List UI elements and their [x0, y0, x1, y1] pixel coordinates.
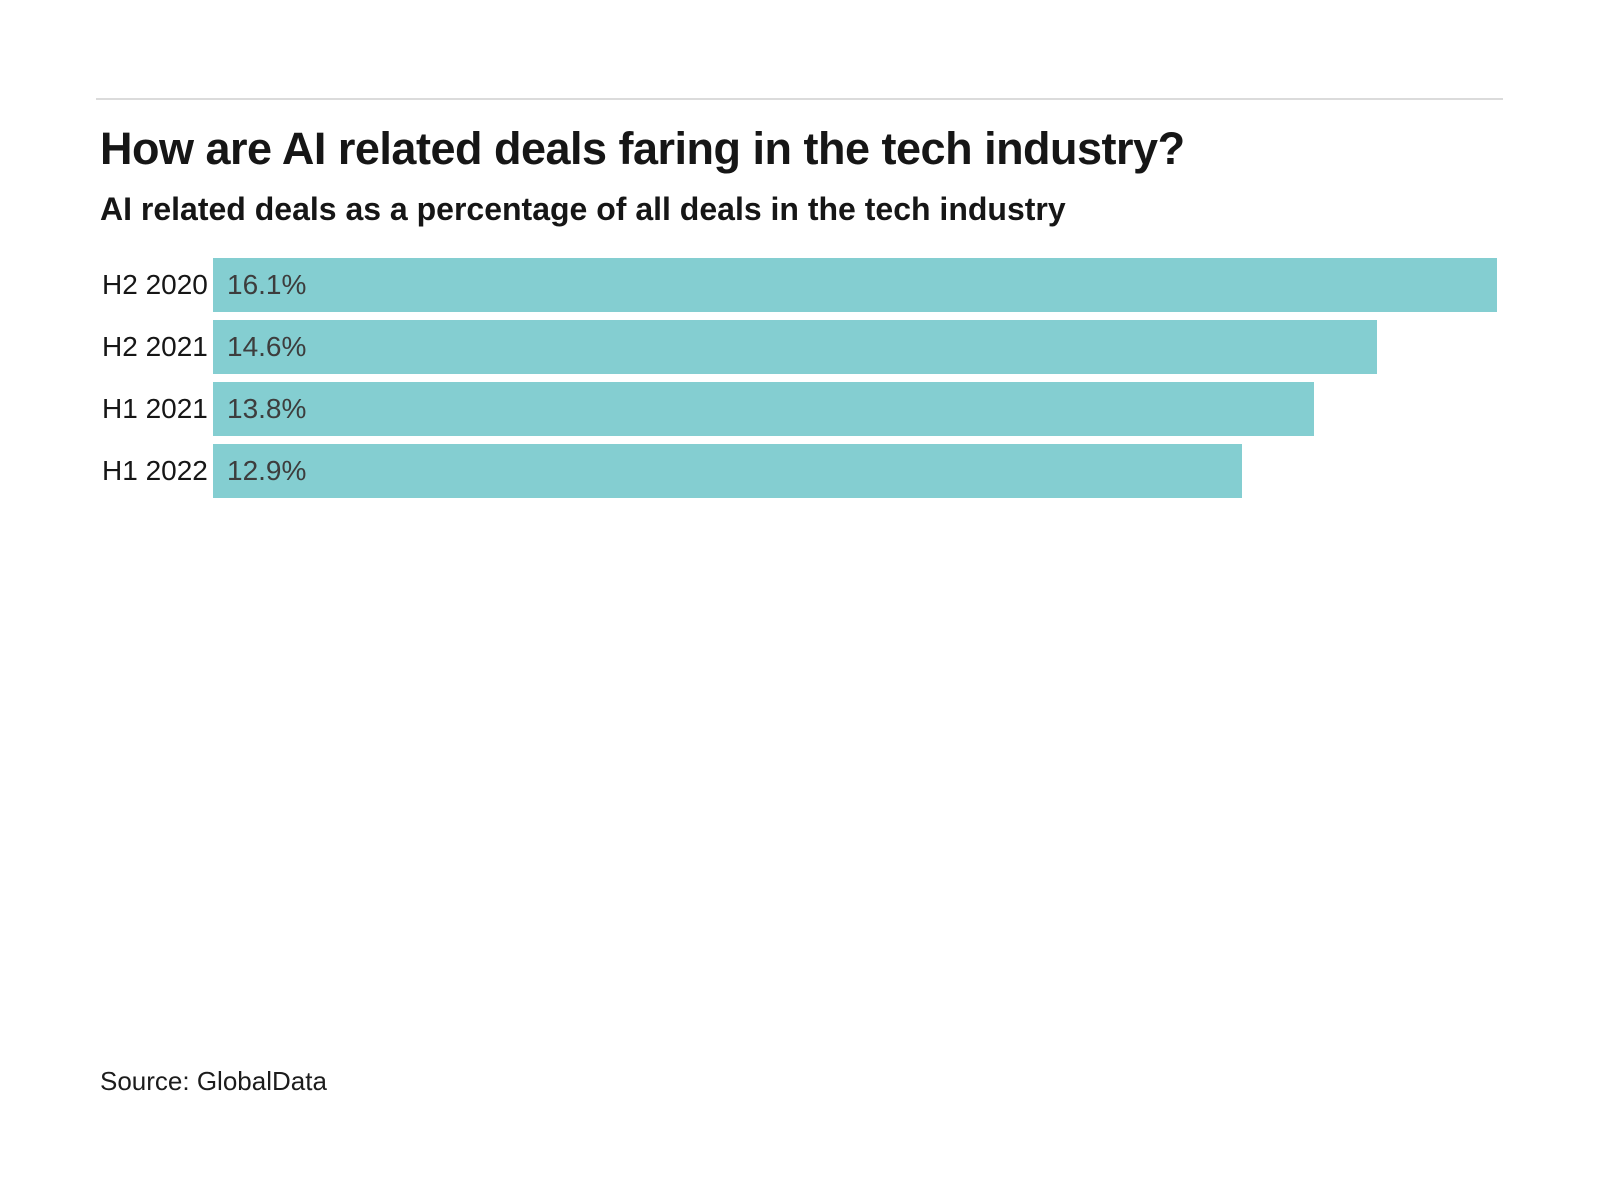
category-label: H1 2022 [102, 455, 208, 486]
bar: 16.1% [213, 258, 1497, 312]
bar-row: H2 2020 16.1% [100, 258, 1497, 312]
category-label: H2 2020 [102, 269, 208, 300]
chart-subtitle: AI related deals as a percentage of all … [100, 191, 1066, 227]
value-label: 12.9% [227, 455, 307, 486]
bar-track: 14.6% [213, 320, 1497, 374]
bar-row: H1 2022 12.9% [100, 444, 1497, 498]
chart-title: How are AI related deals faring in the t… [100, 123, 1185, 174]
bar-track: 16.1% [213, 258, 1497, 312]
bar-row: H2 2021 14.6% [100, 320, 1497, 374]
bar: 14.6% [213, 320, 1378, 374]
bar-chart: H2 2020 16.1% H2 2021 14.6% H1 2021 13.8% H1 2… [100, 258, 1497, 506]
bar-row: H1 2021 13.8% [100, 382, 1497, 436]
bar: 13.8% [213, 382, 1314, 436]
value-label: 16.1% [227, 269, 307, 300]
bar-track: 12.9% [213, 444, 1497, 498]
category-label: H2 2021 [102, 331, 208, 362]
bar: 12.9% [213, 444, 1242, 498]
source-note: Source: GlobalData [100, 1066, 327, 1096]
value-label: 14.6% [227, 331, 307, 362]
value-label: 13.8% [227, 393, 307, 424]
bar-track: 13.8% [213, 382, 1497, 436]
top-divider [96, 98, 1503, 100]
category-label: H1 2021 [102, 393, 208, 424]
